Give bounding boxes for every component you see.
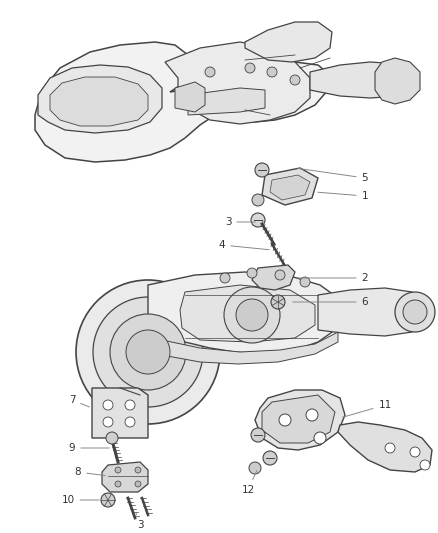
Circle shape [314, 432, 326, 444]
Polygon shape [148, 332, 338, 364]
Circle shape [247, 268, 257, 278]
Polygon shape [180, 285, 315, 342]
Polygon shape [50, 77, 148, 126]
Circle shape [126, 330, 170, 374]
Polygon shape [338, 422, 432, 472]
Circle shape [290, 75, 300, 85]
Circle shape [410, 447, 420, 457]
Circle shape [110, 314, 186, 390]
Text: 11: 11 [343, 400, 392, 417]
Polygon shape [102, 462, 148, 492]
Polygon shape [92, 388, 148, 438]
Polygon shape [252, 265, 295, 290]
Text: 10: 10 [61, 495, 99, 505]
Circle shape [224, 287, 280, 343]
Polygon shape [165, 42, 310, 124]
Polygon shape [148, 272, 340, 354]
Circle shape [125, 417, 135, 427]
Text: 5: 5 [298, 168, 368, 183]
Circle shape [252, 194, 264, 206]
Circle shape [135, 467, 141, 473]
Circle shape [267, 67, 277, 77]
Polygon shape [175, 82, 205, 112]
Polygon shape [262, 395, 335, 443]
Circle shape [76, 280, 220, 424]
Circle shape [249, 462, 261, 474]
Circle shape [251, 213, 265, 227]
Polygon shape [270, 175, 310, 200]
Circle shape [271, 295, 285, 309]
Circle shape [93, 297, 203, 407]
Circle shape [263, 451, 277, 465]
Text: 12: 12 [241, 471, 257, 495]
Circle shape [103, 417, 113, 427]
Polygon shape [375, 58, 420, 104]
Text: 3: 3 [225, 217, 255, 227]
Polygon shape [35, 42, 330, 162]
Text: 7: 7 [69, 395, 89, 407]
Circle shape [245, 63, 255, 73]
Circle shape [135, 481, 141, 487]
Circle shape [385, 443, 395, 453]
Text: 3: 3 [136, 513, 143, 530]
Text: 6: 6 [293, 297, 368, 307]
Circle shape [300, 277, 310, 287]
Circle shape [395, 292, 435, 332]
Circle shape [125, 400, 135, 410]
Circle shape [115, 467, 121, 473]
Polygon shape [245, 22, 332, 62]
Circle shape [403, 300, 427, 324]
Circle shape [251, 428, 265, 442]
Polygon shape [188, 88, 265, 115]
Polygon shape [262, 168, 318, 205]
Circle shape [255, 163, 269, 177]
Polygon shape [255, 390, 345, 450]
Text: 9: 9 [69, 443, 109, 453]
Text: 4: 4 [219, 240, 269, 250]
Text: 8: 8 [75, 467, 105, 477]
Circle shape [420, 460, 430, 470]
Polygon shape [318, 288, 420, 336]
Polygon shape [38, 65, 162, 133]
Text: 2: 2 [298, 273, 368, 283]
Circle shape [101, 493, 115, 507]
Circle shape [236, 299, 268, 331]
Circle shape [306, 409, 318, 421]
Polygon shape [310, 62, 408, 98]
Circle shape [106, 432, 118, 444]
Circle shape [275, 270, 285, 280]
Circle shape [103, 400, 113, 410]
Circle shape [279, 414, 291, 426]
Circle shape [115, 481, 121, 487]
Circle shape [220, 273, 230, 283]
Circle shape [205, 67, 215, 77]
Text: 1: 1 [318, 191, 368, 201]
